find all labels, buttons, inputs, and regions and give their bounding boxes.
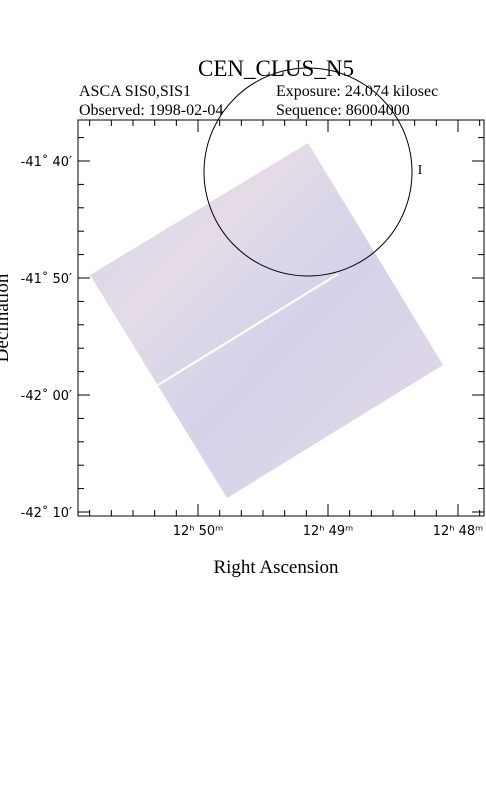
circle xyxy=(203,67,413,277)
observed: Observed: 1998-02-04 xyxy=(79,102,223,119)
gap xyxy=(157,273,339,386)
y-tick-label: -41˚ 40′ xyxy=(21,154,72,170)
marker-label: I xyxy=(418,163,423,178)
x-tick-label: 12ʰ 48ᵐ xyxy=(433,524,484,539)
title: CEN_CLUS_N5 xyxy=(198,56,354,81)
plot-frame xyxy=(77,119,485,517)
y-tick-label: -41˚ 50′ xyxy=(21,271,72,287)
x-tick-label: 12ʰ 49ᵐ xyxy=(303,524,354,539)
y-tick-label: -42˚ 10′ xyxy=(21,505,72,521)
image xyxy=(90,143,443,498)
x-axis-label: Right Ascension xyxy=(213,557,339,578)
x-tick-label: 12ʰ 50ᵐ xyxy=(173,524,224,539)
y-axis-label: Declination xyxy=(0,273,13,362)
y-tick-label: -42˚ 00′ xyxy=(21,388,72,404)
sequence: Sequence: 86004000 xyxy=(276,102,410,119)
exposure: Exposure: 24.074 kilosec xyxy=(276,83,438,100)
instrument: ASCA SIS0,SIS1 xyxy=(79,83,191,100)
